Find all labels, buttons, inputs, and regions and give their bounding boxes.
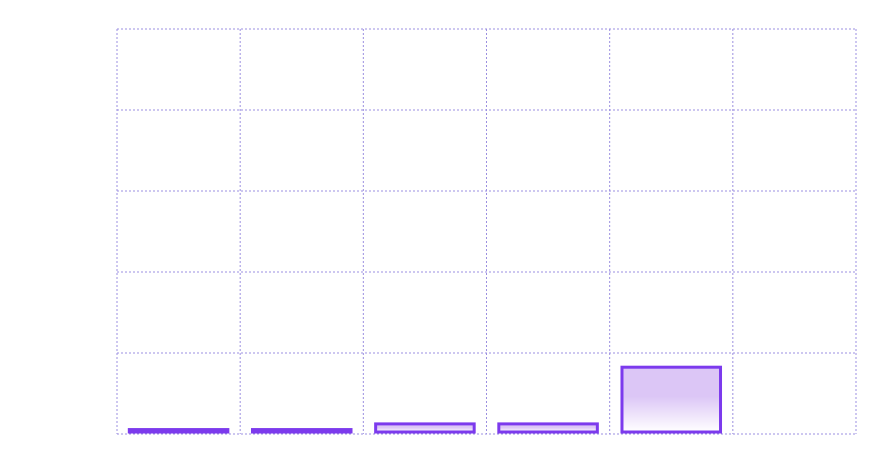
bar [497,422,599,434]
bar [250,428,353,434]
bar [127,428,230,434]
grid [116,28,857,435]
bar [620,365,723,434]
bar [374,422,476,434]
bars [127,365,723,434]
